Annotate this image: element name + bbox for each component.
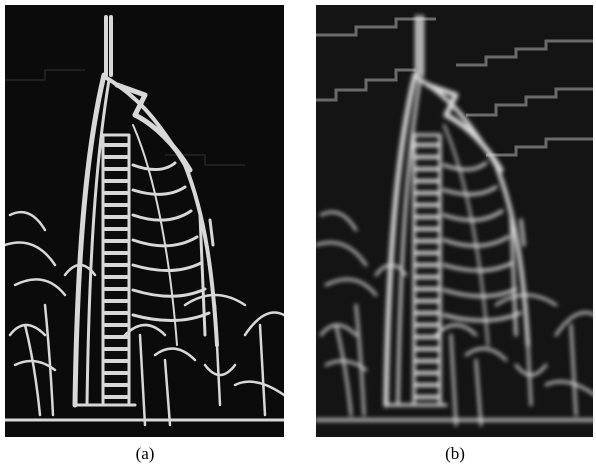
image-background (316, 5, 593, 437)
caption: (a) (136, 444, 155, 463)
page: (a) (b) (() => { const data = JSON.parse… (0, 0, 596, 469)
caption: (b) (445, 444, 465, 463)
figure: (a) (b) (0, 0, 596, 469)
panel-b-image (316, 5, 595, 437)
panel-a-image (5, 5, 284, 437)
